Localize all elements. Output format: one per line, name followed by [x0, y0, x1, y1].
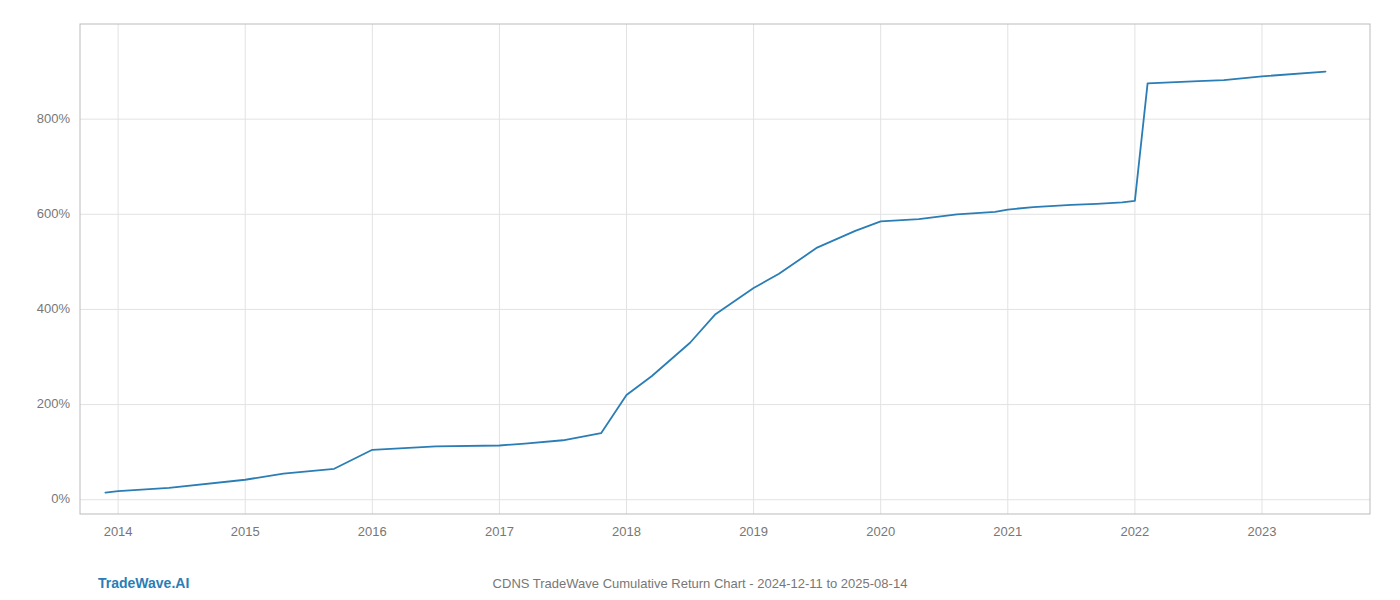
x-tick-label: 2017: [485, 524, 514, 539]
x-grid-line: [372, 24, 373, 514]
x-tick-label: 2022: [1120, 524, 1149, 539]
watermark: TradeWave.AI: [98, 575, 189, 591]
y-grid-line: [80, 404, 1370, 405]
x-tick-label: 2021: [993, 524, 1022, 539]
x-grid-line: [753, 24, 754, 514]
x-tick-label: 2020: [866, 524, 895, 539]
x-tick-label: 2019: [739, 524, 768, 539]
y-tick-label: 0%: [51, 491, 70, 506]
y-tick-label: 200%: [37, 396, 71, 411]
x-grid-line: [1134, 24, 1135, 514]
x-grid-line: [118, 24, 119, 514]
x-grid-line: [499, 24, 500, 514]
chart: 0% 200% 400% 600% 800% 2014 2015 2016 2017 2018 20…: [0, 0, 1400, 600]
x-grid-line: [1007, 24, 1008, 514]
x-tick-label: 2018: [612, 524, 641, 539]
x-tick-label: 2014: [104, 524, 133, 539]
y-tick-label: 600%: [37, 206, 71, 221]
y-grid-line: [80, 119, 1370, 120]
x-tick-label: 2023: [1248, 524, 1277, 539]
x-grid-line: [626, 24, 627, 514]
x-tick-label: 2016: [358, 524, 387, 539]
y-grid-line: [80, 499, 1370, 500]
y-grid-line: [80, 309, 1370, 310]
line: [105, 72, 1325, 493]
x-grid-line: [880, 24, 881, 514]
grid: [80, 24, 1370, 514]
x-tick-label: 2015: [231, 524, 260, 539]
plot-area: [105, 72, 1325, 493]
plot-frame: [80, 24, 1370, 514]
x-grid-line: [1261, 24, 1262, 514]
title: CDNS TradeWave Cumulative Return Chart -…: [493, 576, 908, 591]
y-grid-line: [80, 214, 1370, 215]
y-tick-label: 800%: [37, 111, 71, 126]
y-tick-label: 400%: [37, 301, 71, 316]
x-grid-line: [245, 24, 246, 514]
